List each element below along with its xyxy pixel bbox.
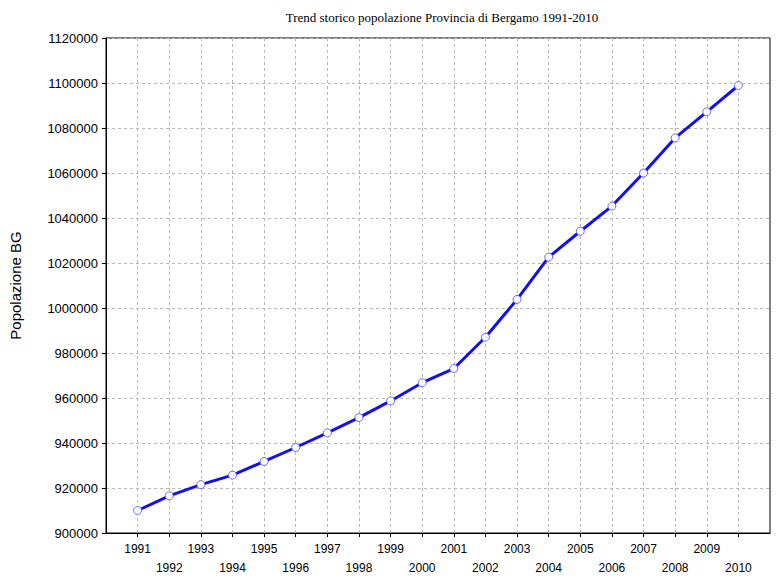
svg-text:1020000: 1020000 bbox=[47, 256, 98, 271]
svg-text:2005: 2005 bbox=[567, 542, 594, 556]
svg-text:1993: 1993 bbox=[188, 542, 215, 556]
svg-text:2001: 2001 bbox=[440, 542, 467, 556]
svg-text:1992: 1992 bbox=[156, 561, 183, 575]
svg-text:Popolazione BG: Popolazione BG bbox=[7, 231, 24, 339]
svg-text:1999: 1999 bbox=[377, 542, 404, 556]
svg-text:2009: 2009 bbox=[693, 542, 720, 556]
svg-text:2002: 2002 bbox=[472, 561, 499, 575]
svg-text:1997: 1997 bbox=[314, 542, 341, 556]
svg-text:960000: 960000 bbox=[55, 391, 98, 406]
svg-text:2008: 2008 bbox=[662, 561, 689, 575]
svg-text:1040000: 1040000 bbox=[47, 211, 98, 226]
svg-text:1000000: 1000000 bbox=[47, 301, 98, 316]
svg-text:1060000: 1060000 bbox=[47, 166, 98, 181]
svg-text:1998: 1998 bbox=[346, 561, 373, 575]
svg-text:Trend storico popolazione Prov: Trend storico popolazione Provincia di B… bbox=[286, 10, 599, 25]
svg-text:2004: 2004 bbox=[535, 561, 562, 575]
svg-text:920000: 920000 bbox=[55, 481, 98, 496]
svg-text:2010: 2010 bbox=[725, 561, 752, 575]
svg-text:1996: 1996 bbox=[282, 561, 309, 575]
svg-text:980000: 980000 bbox=[55, 346, 98, 361]
svg-text:2000: 2000 bbox=[409, 561, 436, 575]
svg-text:2006: 2006 bbox=[599, 561, 626, 575]
svg-text:940000: 940000 bbox=[55, 436, 98, 451]
svg-text:1991: 1991 bbox=[124, 542, 151, 556]
svg-text:1100000: 1100000 bbox=[48, 76, 98, 91]
svg-text:1994: 1994 bbox=[219, 561, 246, 575]
svg-text:2007: 2007 bbox=[630, 542, 657, 556]
svg-text:900000: 900000 bbox=[55, 526, 98, 541]
svg-text:1080000: 1080000 bbox=[47, 121, 98, 136]
svg-text:2003: 2003 bbox=[504, 542, 531, 556]
svg-text:1995: 1995 bbox=[251, 542, 278, 556]
svg-text:1120000: 1120000 bbox=[48, 31, 98, 46]
